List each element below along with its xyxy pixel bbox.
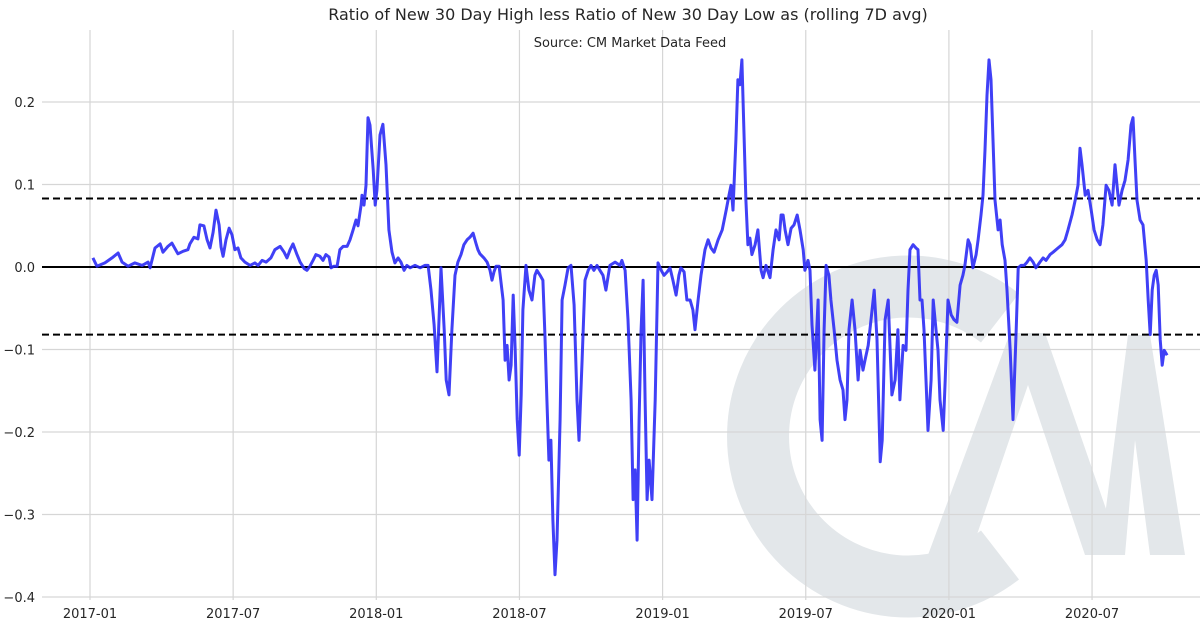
- y-tick-label: −0.1: [3, 344, 35, 359]
- y-tick-label: −0.3: [3, 509, 35, 524]
- x-tick-label: 2017-01: [63, 607, 117, 622]
- x-tick-label: 2018-01: [349, 607, 403, 622]
- x-tick-label: 2017-07: [206, 607, 260, 622]
- x-tick-label: 2020-07: [1065, 607, 1119, 622]
- x-tick-label: 2019-01: [635, 607, 689, 622]
- x-tick-label: 2018-07: [492, 607, 546, 622]
- x-tick-label: 2020-01: [922, 607, 976, 622]
- y-tick-label: −0.2: [3, 426, 35, 441]
- y-tick-label: 0.2: [14, 96, 35, 111]
- y-tick-label: 0.0: [14, 261, 35, 276]
- grid-lines: [42, 30, 1200, 600]
- x-tick-label: 2019-07: [779, 607, 833, 622]
- y-tick-label: 0.1: [14, 179, 35, 194]
- y-tick-label: −0.4: [3, 591, 35, 606]
- chart-title: Ratio of New 30 Day High less Ratio of N…: [328, 5, 928, 24]
- x-axis-ticks: 2017-01 2017-07 2018-01 2018-07 2019-01 2019-…: [63, 607, 1119, 622]
- series-line-ratio: [91, 58, 1169, 577]
- y-axis-ticks: 0.2 0.1 0.0 −0.1 −0.2 −0.3 −0.4: [3, 96, 35, 606]
- series-layer: [91, 58, 1169, 577]
- chart-subtitle: Source: CM Market Data Feed: [534, 36, 727, 51]
- reference-lines: [42, 197, 1200, 336]
- cm-logo-watermark: [727, 255, 1185, 618]
